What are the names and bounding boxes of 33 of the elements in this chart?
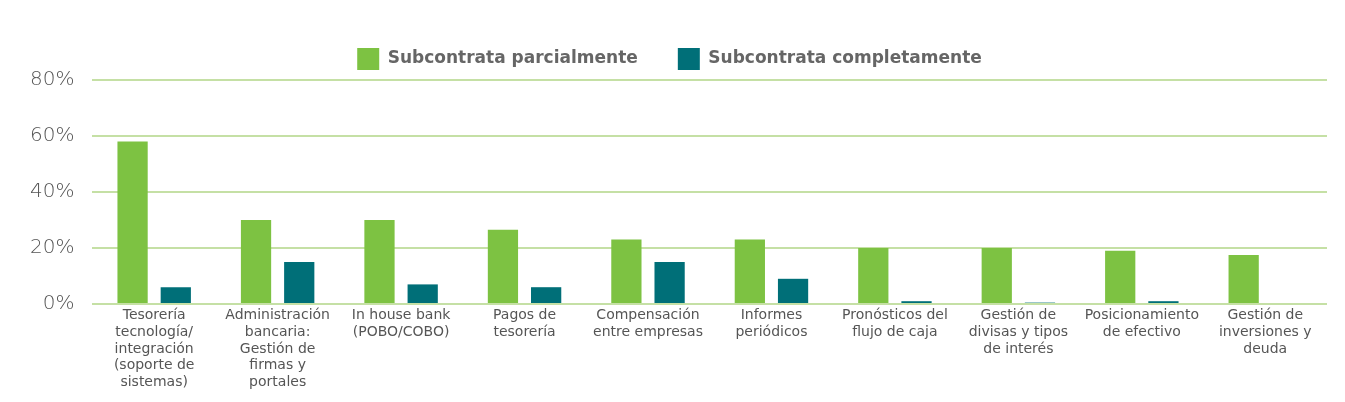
y-tick-label: 40% [30,178,75,203]
x-tick-label: In house bank (POBO/COBO) [351,306,452,339]
x-tick-label: Pronósticos del flujo de caja [842,306,948,339]
bar [981,248,1012,303]
bar [117,141,148,303]
bar [531,287,562,303]
y-tick-label: 60% [30,122,75,147]
bar [1105,250,1136,303]
bar [160,287,191,303]
legend-label: Subcontrata parcialmente [387,47,638,68]
bar [734,239,765,303]
x-tick-label: Compensación entre empresas [593,306,703,339]
x-tick-label: Posicionamiento de efectivo [1084,306,1200,339]
y-tick-label: 20% [30,234,75,259]
x-tick-label: Gestión de inversiones y deuda [1218,306,1312,356]
legend-label: Subcontrata completamente [708,47,982,68]
bar [1228,255,1259,303]
bar [611,239,642,303]
bar [407,284,438,303]
bar [858,248,889,303]
y-tick-label: 0% [42,290,75,315]
bar [654,262,685,303]
bar [240,220,272,303]
x-tick-label: Pagos de tesorería [493,306,557,339]
bar [777,278,809,303]
bar [284,262,315,303]
x-tick-label: Informes periódicos [735,306,808,339]
x-tick-label: Administración bancaria: Gestión de firmas y portales [225,306,330,390]
bar [487,229,519,303]
y-tick-label: 80% [30,66,75,91]
x-tick-label: Gestión de divisas y tipos de interés [968,306,1069,356]
x-tick-label: Tesorería tecnología/ integración (soporte de sistemas) [113,306,195,390]
bar [364,220,395,303]
